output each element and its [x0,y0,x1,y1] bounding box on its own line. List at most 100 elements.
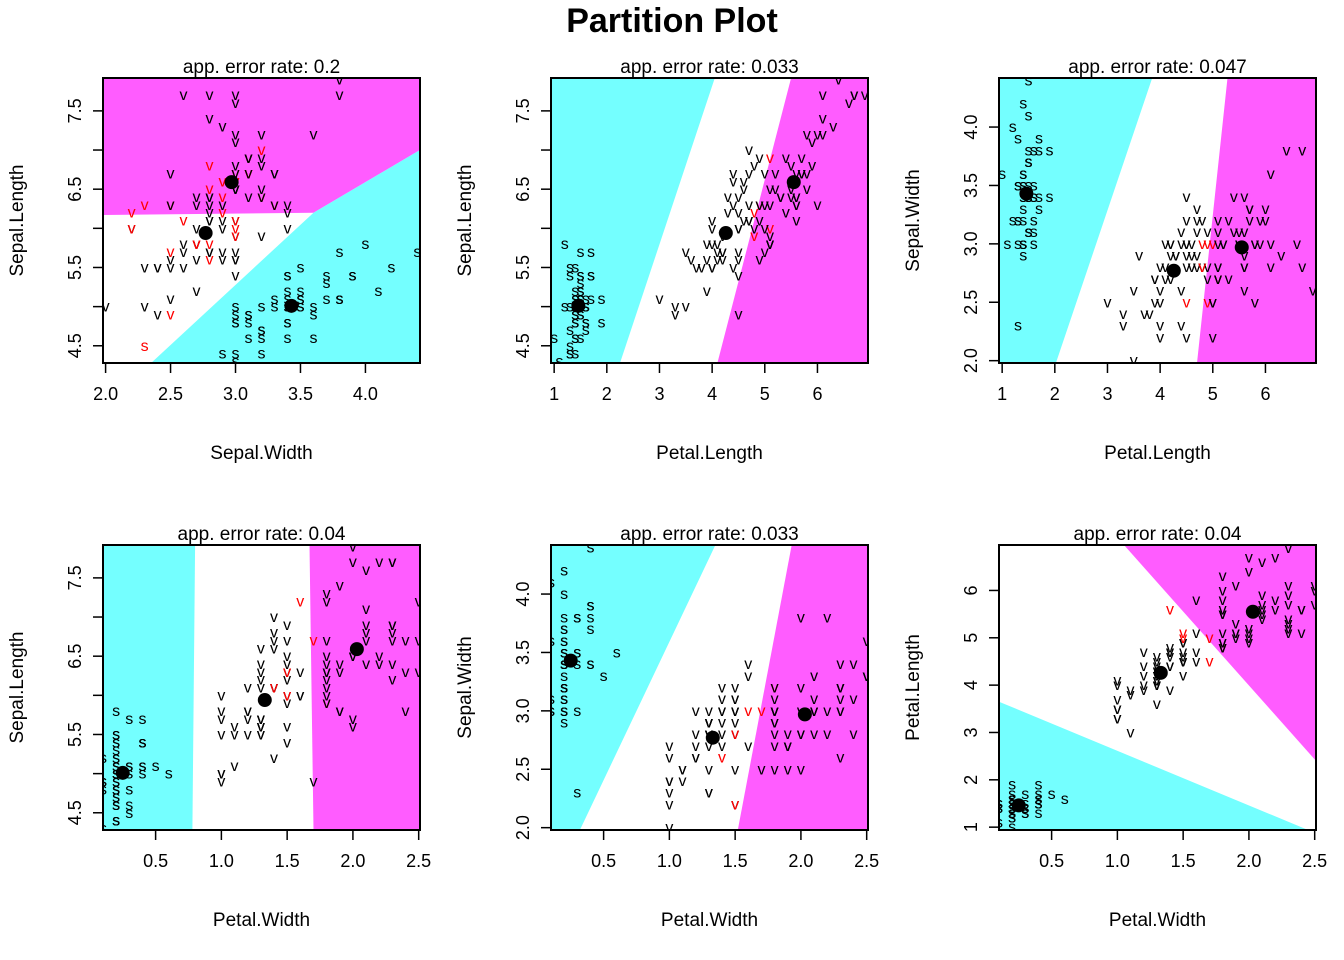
data-point: v [283,220,291,237]
data-point: s [1030,224,1038,241]
data-point: v [771,680,779,697]
data-point: s [560,656,568,673]
data-point: v [810,668,818,685]
data-point: v [270,166,278,183]
y-tick-label: 4.0 [513,582,533,607]
y-axis-label: Sepal.Width [903,169,924,271]
data-point: s [152,758,160,775]
data-point: v [154,306,162,323]
x-tick-label: 1 [997,384,1007,404]
data-point: s [571,283,579,300]
data-point: v [1284,587,1292,604]
data-point: v [1298,625,1306,642]
data-point: v [756,150,764,167]
data-point: v [219,220,227,237]
misclassified-point: v [1182,294,1190,311]
data-point: v [335,87,343,104]
data-point: s [1009,119,1017,136]
data-point: v [415,664,423,681]
data-point: v [206,213,214,230]
data-point: v [1245,620,1253,637]
data-point: v [1140,644,1148,661]
x-tick-label: 1.5 [275,851,300,871]
data-point: v [402,664,410,681]
data-point: v [257,726,265,743]
class-centroid [1245,604,1260,619]
misclassified-point: v [206,236,214,253]
data-point: v [1240,224,1248,241]
data-point: v [1219,568,1227,585]
y-tick-label: 4.5 [513,333,533,358]
data-point: s [995,800,1003,817]
data-point: s [582,314,590,331]
data-point: v [1179,635,1187,652]
misclassified-point: v [219,173,227,190]
class-centroid [257,693,272,708]
data-point: v [745,166,753,183]
data-point: v [682,244,690,261]
data-point: v [761,166,769,183]
data-point: v [1271,549,1279,566]
data-point: v [734,220,742,237]
data-point: v [283,734,291,751]
data-point: s [1019,166,1027,183]
data-point: s [1046,142,1054,159]
data-point: s [1008,800,1016,817]
data-point: v [141,259,149,276]
data-point: v [808,134,816,151]
data-point: v [349,719,357,736]
data-point: v [797,680,805,697]
data-point: v [415,633,423,650]
data-point: v [692,750,700,767]
data-point: v [270,750,278,767]
data-point: s [560,715,568,732]
data-point: v [863,633,871,650]
data-point: v [1284,625,1292,642]
data-point: s [112,726,120,743]
data-point: v [349,648,357,665]
data-point: v [362,562,370,579]
data-point: s [1008,777,1016,794]
x-tick-label: 2.0 [340,851,365,871]
data-point: v [1135,248,1143,265]
data-point: s [576,267,584,284]
data-point: v [219,213,227,230]
data-point: v [323,593,331,610]
x-tick-label: 0.5 [143,851,168,871]
data-point: v [1153,653,1161,670]
data-point: v [1179,653,1187,670]
data-point: v [1172,248,1180,265]
data-point: s [1019,236,1027,253]
data-point: v [1177,236,1185,253]
data-point: v [244,726,252,743]
data-point: v [1267,259,1275,276]
region-virginica [717,78,868,363]
misclassified-point: v [1205,653,1213,670]
class-centroid [786,175,801,190]
misclassified-point: v [750,205,758,222]
data-point: v [1232,625,1240,642]
data-point: v [1113,710,1121,727]
data-point: v [756,252,764,269]
data-point: v [219,197,227,214]
data-point: v [1219,236,1227,253]
data-point: v [336,703,344,720]
data-point: v [193,197,201,214]
data-point: v [167,291,175,308]
data-point: v [1167,236,1175,253]
y-tick-label: 4.0 [961,115,981,140]
data-point: v [771,703,779,720]
data-point: v [729,173,737,190]
data-point: v [798,150,806,167]
data-point: v [1246,201,1254,218]
data-point: s [1034,777,1042,794]
misclassified-point: v [270,680,278,697]
data-point: v [1182,329,1190,346]
data-point: s [1019,177,1027,194]
data-point: s [232,314,240,331]
data-point: s [1008,800,1016,817]
misclassified-point: v [232,213,240,230]
misclassified-point: v [245,166,253,183]
